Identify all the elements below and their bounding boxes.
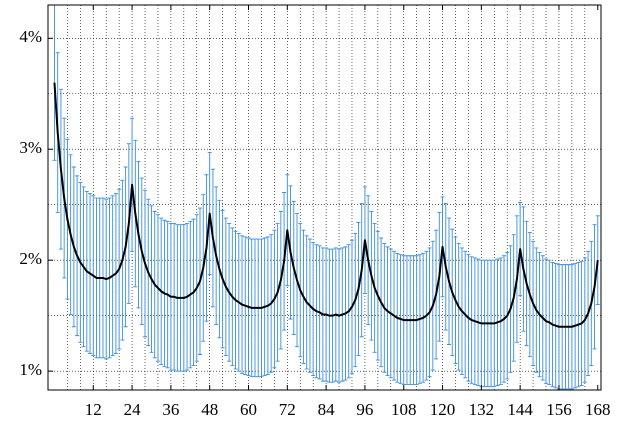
lines [53, 82, 599, 328]
y-tick-label: 4% [19, 27, 42, 46]
grid [48, 5, 601, 390]
plot-frame [47, 4, 602, 391]
x-tick-label: 84 [318, 400, 336, 419]
x-tick-label: 168 [585, 400, 611, 419]
x-tick-label: 132 [469, 400, 495, 419]
x-tick-label: 72 [279, 400, 296, 419]
x-tick-label: 12 [85, 400, 102, 419]
x-tick-label: 60 [240, 400, 257, 419]
y-tick-label: 1% [19, 360, 42, 379]
y-tick-label: 2% [19, 249, 42, 268]
x-tick-label: 144 [507, 400, 533, 419]
x-tick-label: 96 [356, 400, 373, 419]
x-tick-label: 24 [124, 400, 142, 419]
y-tick-label: 3% [19, 138, 42, 157]
x-tick-label: 108 [391, 400, 417, 419]
x-tick-label: 48 [201, 400, 218, 419]
mean-line [53, 82, 599, 328]
x-tick-label: 36 [162, 400, 179, 419]
x-tick-label: 156 [546, 400, 572, 419]
labels: 1% 2% 3% 4% 12 24 36 48 60 72 84 96 108 120 132 144 156 1… [19, 5, 611, 419]
x-tick-label: 120 [430, 400, 456, 419]
